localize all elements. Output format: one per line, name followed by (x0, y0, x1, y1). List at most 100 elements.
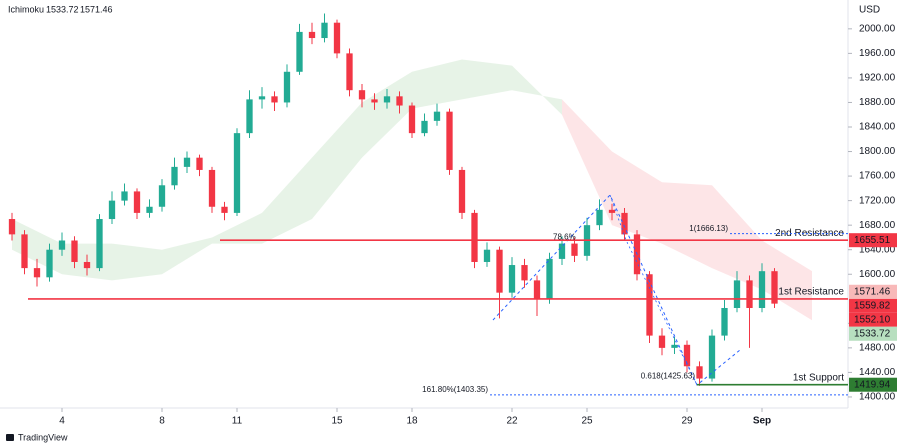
y-tick-label: 2000.00 (859, 23, 896, 34)
candle-body (96, 219, 103, 269)
candle-body (496, 249, 503, 293)
x-tick-label: 11 (232, 416, 243, 427)
candle-body (71, 240, 78, 262)
cloud-segment (662, 182, 712, 269)
candle-body (471, 212, 478, 262)
y-tick-label: 1960.00 (859, 48, 896, 59)
indicator-value: 1533.72 (46, 4, 79, 14)
y-tick-label: 1600.00 (859, 269, 896, 280)
price-tag (849, 377, 897, 392)
level-label: 1st Support (793, 372, 844, 383)
fib-label: 78.6% (553, 233, 576, 242)
price-tag-label: 1533.72 (854, 328, 891, 339)
candle-body (558, 243, 566, 259)
price-tag-label: 1559.82 (854, 300, 891, 311)
candle-body (246, 99, 253, 134)
candle-body (446, 111, 453, 170)
candle-body (46, 249, 53, 278)
price-tag-label: 1419.94 (854, 379, 891, 390)
main-layer (8, 13, 778, 386)
candle-body (196, 157, 203, 170)
cloud-segment (212, 212, 262, 244)
x-tick-label: 15 (331, 416, 343, 427)
candle-body (533, 280, 541, 299)
candle-body (733, 280, 741, 308)
candle-body (433, 111, 441, 121)
candle-body (421, 120, 428, 134)
candle-body (508, 265, 516, 293)
y-tick-label: 1480.00 (859, 343, 896, 354)
candle-body (171, 166, 178, 186)
candle-body (133, 191, 141, 213)
candle-body (683, 344, 691, 367)
candle-body (58, 240, 66, 250)
candle-body (183, 157, 191, 167)
x-tick-label: Sep (753, 416, 771, 427)
price-tag-label: 1655.51 (854, 235, 891, 246)
candle-body (483, 249, 491, 262)
y-tick-label: 1440.00 (859, 367, 896, 378)
candle-body (571, 243, 578, 256)
x-tick-label: 4 (59, 416, 65, 427)
candle-body (646, 274, 653, 336)
candle-body (158, 185, 166, 207)
cloud-segment (512, 65, 562, 115)
y-tick-label: 1760.00 (859, 171, 896, 182)
price-tag (849, 312, 897, 327)
cloud-segment (112, 243, 162, 281)
currency: USD (859, 5, 880, 16)
candle-body (283, 71, 291, 103)
cloud-segment (312, 102, 362, 220)
candle-body (608, 209, 616, 213)
candle-body (771, 271, 778, 304)
cloud-segment (262, 157, 312, 244)
candle-body (358, 90, 366, 100)
fib-drawing (492, 194, 741, 386)
x-tick-label: 29 (681, 416, 693, 427)
cloud-segment (562, 99, 612, 226)
candle-body (121, 191, 128, 201)
y-tick-label: 1880.00 (859, 97, 896, 108)
price-tag (849, 298, 897, 313)
candle-body (346, 53, 353, 91)
y-tick-label: 1800.00 (859, 146, 896, 157)
y-tick-label: 1680.00 (859, 220, 896, 231)
fib-label: 0.618(1425.63) (641, 371, 696, 380)
candle-body (546, 258, 553, 299)
candle-body (321, 22, 328, 39)
cloud-segment (762, 240, 812, 321)
y-tick-label: 1840.00 (859, 122, 896, 133)
indicator-name: Ichimoku (8, 4, 44, 14)
candle-body (308, 31, 316, 39)
candle-body (146, 206, 153, 213)
y-tick-label: 1720.00 (859, 195, 896, 206)
candle-body (396, 96, 403, 106)
fib-drawing (609, 194, 698, 386)
cloud-segment (162, 237, 212, 275)
candle-body (333, 22, 341, 54)
candle-body (721, 307, 728, 336)
x-tick-label: 22 (506, 416, 518, 427)
candle-body (21, 234, 28, 269)
candle-body (258, 96, 266, 100)
y-tick-label: 1640.00 (859, 244, 896, 255)
candle-body (233, 133, 241, 213)
cloud-segment (462, 59, 512, 100)
candle-body (746, 280, 753, 308)
x-tick-label: 25 (581, 416, 593, 427)
candle-body (458, 169, 466, 213)
price-tag (849, 284, 897, 299)
candle-body (408, 105, 416, 134)
candle-body (521, 265, 528, 281)
fib-label: 1(1666.13) (689, 224, 728, 233)
price-tag (849, 326, 897, 341)
candle-body (371, 99, 378, 103)
cloud-segment (712, 185, 762, 290)
level-label: 2nd Resistance (775, 228, 844, 239)
candle-body (696, 366, 703, 379)
candle-body (208, 169, 216, 207)
x-tick-label: 18 (406, 416, 418, 427)
candle-body (621, 212, 628, 235)
